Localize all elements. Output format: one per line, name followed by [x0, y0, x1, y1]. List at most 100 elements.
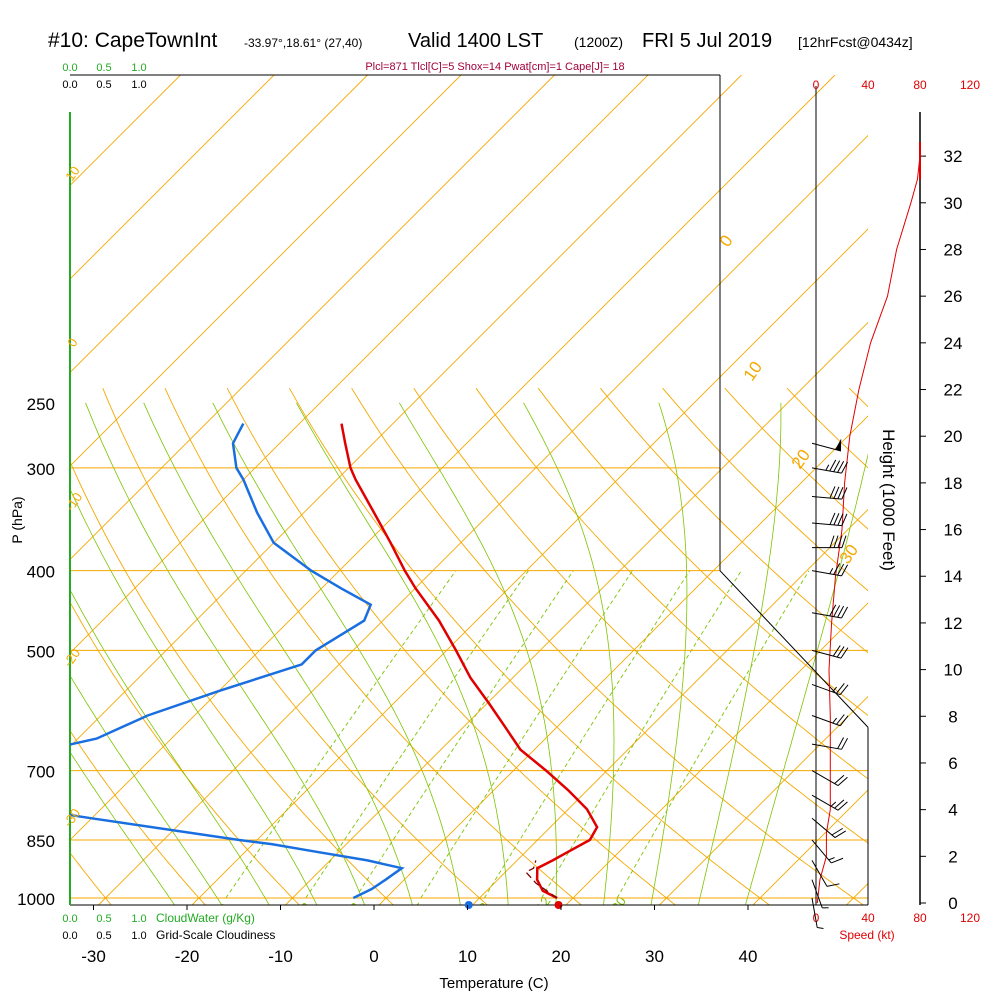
forecast-label: [12hrFcst@0434z]: [798, 34, 913, 50]
isotherm-line: [70, 75, 742, 748]
height-axis-title: Height (1000 Feet): [879, 429, 898, 571]
speed-axis-title: Speed (kt): [839, 928, 894, 942]
wind-barb: [811, 770, 848, 787]
barb-staff: [811, 770, 839, 787]
moist-adiabat: [296, 402, 509, 905]
barb-full: [829, 535, 835, 548]
y-axis-title: P (hPa): [9, 496, 25, 543]
grid-cloud-label: Grid-Scale Cloudiness: [156, 928, 275, 942]
isotherm-line: [191, 228, 868, 905]
barb-full: [833, 563, 841, 575]
moist-adiabat: [143, 402, 413, 905]
isotherm-line: [752, 789, 868, 905]
barb-full: [840, 647, 849, 659]
speed-tick-bottom: 80: [913, 911, 927, 925]
dry-adiabat: [537, 387, 868, 716]
x-tick-label: -20: [175, 947, 200, 966]
wind-barb: [811, 563, 849, 577]
dry-adiabat: [600, 387, 868, 654]
wind-barb: [811, 794, 848, 811]
pressure-tick-label: 850: [27, 832, 55, 851]
barb-full: [841, 487, 848, 500]
speed-tick-top: 0: [813, 78, 820, 92]
barb-full: [836, 646, 845, 658]
cloud-scale-bottom-label: 0.0: [62, 913, 77, 925]
isotherm-label: 0: [716, 232, 737, 251]
barb-full: [837, 513, 844, 526]
barb-full: [841, 513, 848, 526]
height-tick-label: 14: [944, 567, 963, 586]
mixing-ratio-line: [305, 570, 529, 899]
moist-adiabat: [85, 402, 365, 905]
height-tick-label: 10: [944, 661, 963, 680]
barb-staff: [811, 743, 842, 750]
barb-full: [837, 801, 848, 811]
barb-full: [834, 799, 845, 809]
isotherm-line: [659, 695, 868, 905]
wind-barb: [811, 714, 849, 727]
barb-full: [837, 563, 845, 576]
wind-barb: [811, 839, 844, 864]
speed-tick-top: 40: [861, 78, 875, 92]
wind-barb: [812, 535, 847, 549]
height-tick-label: 18: [944, 474, 963, 493]
parcel-line: [524, 860, 558, 899]
moist-adiabat: [70, 487, 318, 905]
coordinates: -33.97°,18.61° (27,40): [244, 36, 362, 50]
wind-barb: [811, 683, 849, 696]
wind-barb: [811, 817, 847, 838]
barb-full: [831, 857, 844, 864]
dry-adiabat: [351, 387, 865, 905]
barb-full: [841, 564, 849, 577]
wind-barb: [811, 645, 849, 659]
isotherm-line: [70, 75, 462, 467]
barb-staff: [811, 442, 842, 452]
barb-half: [817, 927, 824, 929]
isotherm-line: [846, 882, 868, 905]
cloud-scale-top-label: 0.0: [62, 62, 77, 74]
height-tick-label: 24: [944, 334, 963, 353]
barb-staff: [811, 839, 832, 864]
date-label: FRI 5 Jul 2019: [642, 30, 772, 52]
height-tick-label: 30: [944, 194, 963, 213]
barb-staff: [811, 522, 842, 527]
x-tick-label: 20: [552, 947, 571, 966]
barb-full: [829, 459, 837, 472]
barb-full: [834, 774, 845, 784]
barb-full: [837, 535, 843, 548]
dry-adiabat: [70, 601, 300, 905]
barb-full: [836, 714, 845, 725]
cloud-water-label: CloudWater (g/Kg): [156, 911, 255, 925]
dry-adiabat: [70, 852, 112, 905]
mixing-ratio-line: [616, 570, 810, 899]
barb-half: [832, 717, 837, 724]
height-tick-label: 22: [944, 381, 963, 400]
valid-time: Valid 1400 LST: [408, 30, 543, 52]
speed-tick-top: 80: [913, 78, 927, 92]
cloudiness-scale-top-label: 0.5: [96, 79, 111, 91]
wind-panel: 0246810121416182022242628303204080120040…: [811, 78, 980, 929]
barb-staff: [811, 649, 842, 659]
moist-adiabat: [745, 453, 868, 905]
barb-full: [837, 605, 845, 618]
cloud-scale-bottom-label: 1.0: [131, 913, 146, 925]
barb-full: [839, 715, 849, 727]
height-tick-label: 0: [948, 894, 957, 913]
cloud-water-axis: 0.0 0.5 1.0 0.0 0.5 1.0 0.0 0.5 1.0 0.0 0.5 1.0: [62, 62, 146, 942]
barb-full: [832, 645, 841, 657]
pressure-tick-label: 300: [27, 460, 55, 479]
barb-full: [833, 486, 840, 499]
barb-staff: [811, 683, 841, 696]
dry-adiabat: [475, 387, 868, 780]
x-tick-label: -10: [268, 947, 293, 966]
barb-staff: [811, 467, 842, 474]
wind-barb: [811, 459, 849, 474]
mixing-ratio-line: [354, 570, 574, 899]
dry-adiabat: [848, 387, 868, 408]
isotherm-line: [70, 75, 649, 654]
moist-adiabat: [398, 402, 557, 905]
cloud-scale-top-label: 1.0: [131, 62, 146, 74]
isotherm-line: [70, 75, 275, 280]
